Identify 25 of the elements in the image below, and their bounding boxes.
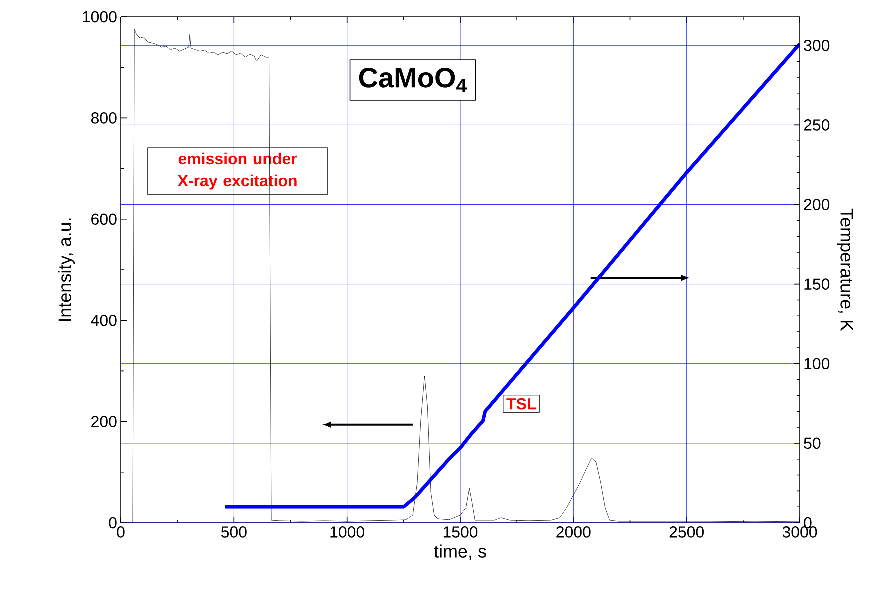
y-axis-title: Intensity, a.u. <box>58 218 76 322</box>
x-tick-label: 2000 <box>556 526 591 538</box>
annotation: CaMoO$_{4}$ <box>359 68 468 92</box>
y2-axis-title: Temperature, K <box>837 208 854 332</box>
x-axis-title: time, s <box>434 544 486 560</box>
annotation: TSL <box>506 398 536 410</box>
y2-tick-label: 300 <box>804 40 830 52</box>
x-tick-label: 2500 <box>670 526 704 538</box>
x-tick-label: 500 <box>221 526 247 538</box>
y-tick-label: 200 <box>92 416 117 428</box>
y2-tick-label: 50 <box>804 438 821 450</box>
y-tick-label: 1000 <box>83 11 117 23</box>
y-tick-label: 400 <box>91 314 117 326</box>
x-tick-label: 0 <box>117 526 125 538</box>
y2-tick-label: 250 <box>804 120 830 131</box>
y2-tick-label: 0 <box>804 517 812 529</box>
y-tick-label: 0 <box>109 517 117 529</box>
x-tick-label: 3000 <box>782 526 818 538</box>
y-tick-label: 600 <box>92 214 117 226</box>
y2-tick-label: 100 <box>804 358 830 370</box>
y-tick-label: 800 <box>91 112 117 124</box>
x-tick-label: 1500 <box>444 526 478 538</box>
x-tick-label: 1000 <box>330 526 364 538</box>
y2-tick-label: 200 <box>804 199 830 210</box>
y2-tick-label: 150 <box>804 278 830 290</box>
